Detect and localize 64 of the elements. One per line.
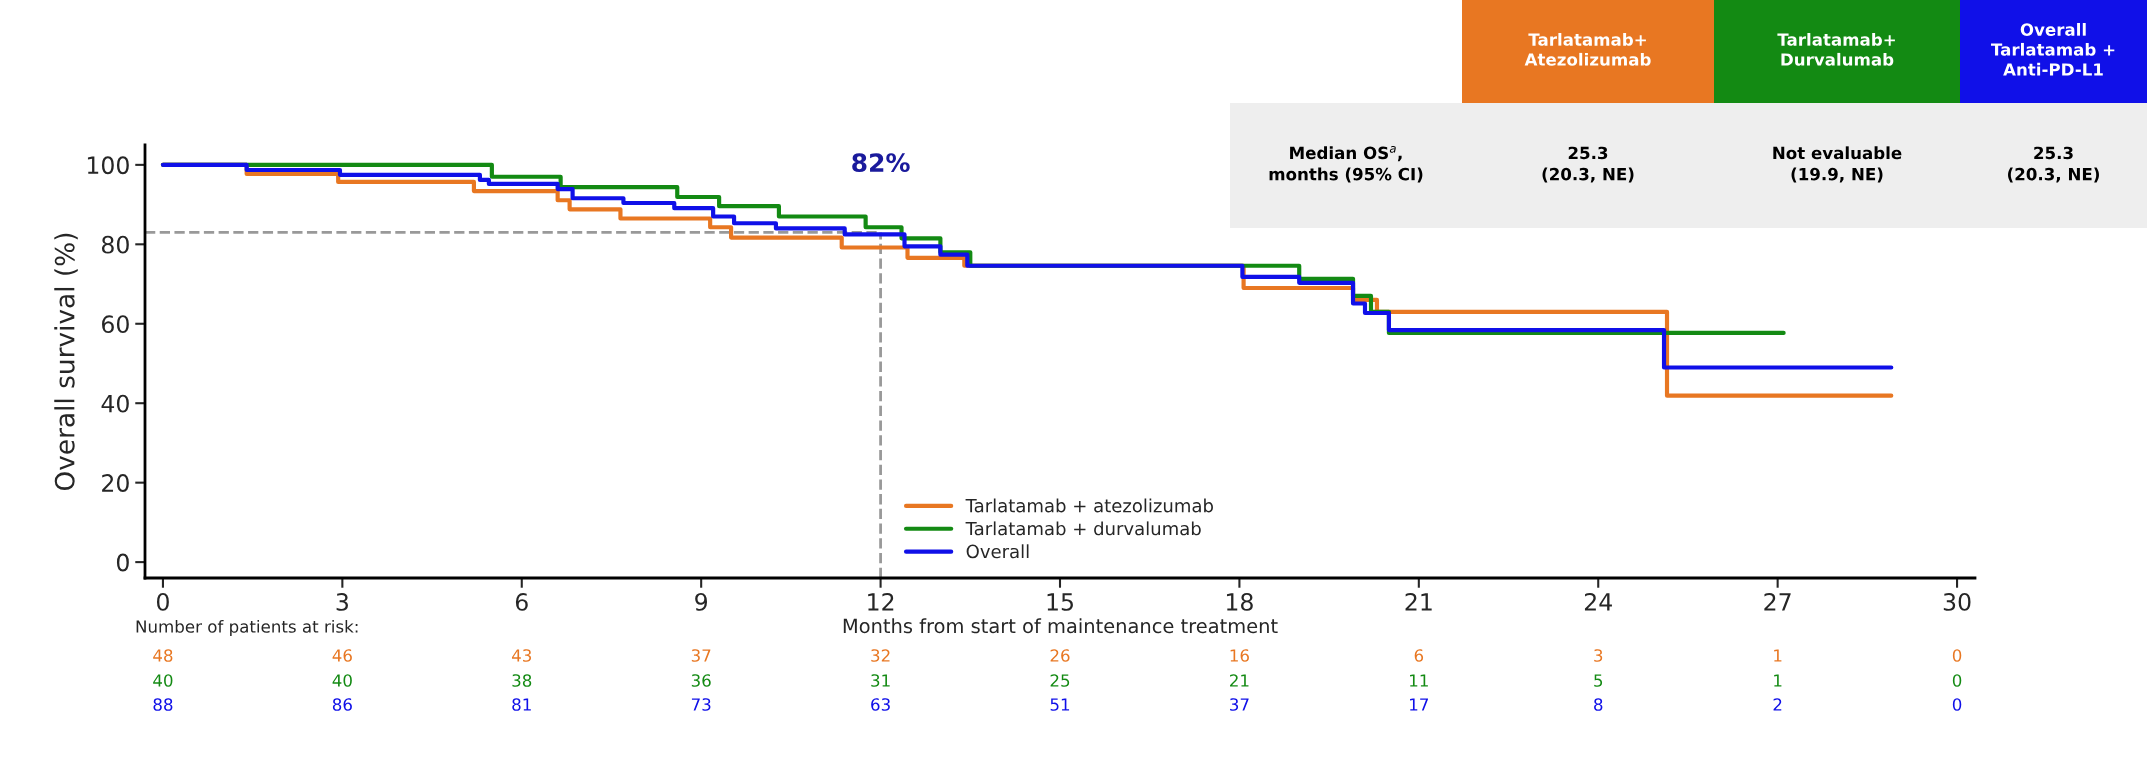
- y-tick-label: 20: [102, 474, 129, 492]
- text: Tarlatamab+ Atezolizumab: [1524, 32, 1651, 66]
- text: 3: [1594, 649, 1603, 662]
- text: 86: [332, 698, 352, 711]
- x-tick-label: 30: [1943, 593, 1971, 611]
- annotation: Not evaluable (19.9, NE): [1773, 146, 1902, 183]
- x-tick-label: 15: [1047, 593, 1073, 611]
- text: 32: [871, 649, 890, 662]
- text: 81: [512, 698, 531, 711]
- text: 0: [1952, 698, 1962, 711]
- x-tick-label: 6: [515, 593, 528, 611]
- text: 6: [1414, 649, 1424, 662]
- text: 5: [1594, 674, 1603, 687]
- text: 25: [1050, 674, 1070, 687]
- x-tick-label: 21: [1405, 593, 1432, 611]
- text: 17: [1410, 698, 1428, 711]
- text: 73: [691, 698, 711, 711]
- legend-label: Tarlatamab + durvalumab: [965, 521, 1201, 536]
- x-tick-label: 0: [156, 593, 169, 611]
- text: 21: [1230, 674, 1249, 687]
- x-tick-label: 27: [1764, 593, 1791, 611]
- text: 63: [871, 698, 890, 711]
- text: Overall Tarlatamab + Anti-PD-L1: [1990, 23, 2115, 76]
- text: 26: [1050, 649, 1070, 662]
- text: 1: [1774, 674, 1782, 687]
- x-tick-label: 18: [1226, 593, 1253, 611]
- text: 40: [153, 674, 173, 687]
- y-tick-label: 40: [101, 394, 129, 413]
- legend-label: Tarlatamab + atezolizumab: [965, 498, 1213, 513]
- text: 46: [332, 649, 352, 662]
- x-axis-title: Months from start of maintenance treatment: [843, 618, 1278, 634]
- text: 36: [691, 674, 711, 687]
- text: 2: [1773, 698, 1782, 711]
- y-tick-label: 0: [116, 553, 129, 572]
- x-tick-label: 12: [868, 593, 894, 611]
- annotation: 25.3 (20.3, NE): [1542, 146, 1634, 183]
- legend-label: Overall: [966, 544, 1029, 559]
- text: 31: [871, 674, 890, 687]
- text: 51: [1050, 698, 1070, 711]
- x-tick-label: 24: [1584, 593, 1612, 611]
- text: 40: [332, 674, 352, 687]
- text: 0: [1952, 674, 1962, 687]
- text: Number of patients at risk:: [136, 619, 358, 637]
- text: 37: [1230, 698, 1249, 711]
- x-tick-label: 3: [336, 593, 348, 611]
- text: 48: [153, 649, 173, 662]
- text: 0: [1952, 649, 1962, 662]
- y-tick-label: 100: [87, 156, 129, 175]
- text: 38: [512, 674, 532, 687]
- text: 88: [153, 698, 173, 711]
- annotation: 82%: [852, 153, 910, 173]
- text: 16: [1230, 649, 1249, 662]
- text: 8: [1594, 698, 1603, 711]
- annotation: Median OS$^{a}$, months (95% CI): [1269, 146, 1423, 183]
- text: Tarlatamab+ Durvalumab: [1777, 32, 1895, 66]
- y-tick-label: 60: [102, 315, 129, 334]
- text: 11: [1410, 674, 1428, 687]
- text: 25.3 (20.3, NE): [2008, 146, 2099, 183]
- text: 43: [511, 649, 532, 662]
- x-tick-label: 9: [695, 593, 708, 611]
- text: 1: [1774, 649, 1782, 662]
- y-axis-title: Overall survival (%): [54, 233, 78, 491]
- y-tick-label: 80: [101, 235, 129, 254]
- text: 37: [691, 649, 711, 662]
